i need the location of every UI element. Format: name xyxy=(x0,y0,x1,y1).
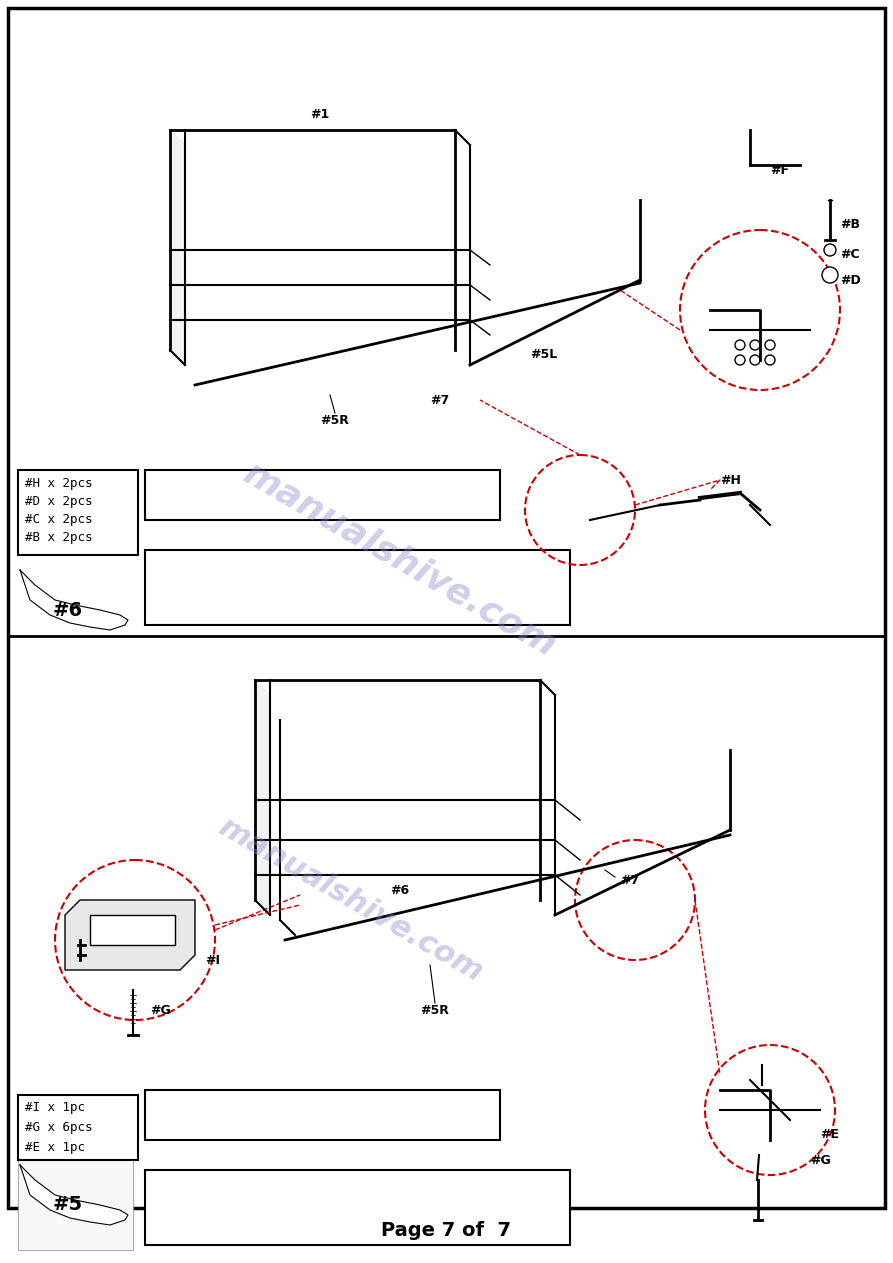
Text: #B x 2pcs: #B x 2pcs xyxy=(25,532,93,544)
Bar xyxy=(145,549,570,625)
Text: #6: #6 xyxy=(53,600,83,619)
Text: #5R: #5R xyxy=(321,413,349,427)
Circle shape xyxy=(750,340,760,350)
Text: #C x 2pcs: #C x 2pcs xyxy=(25,514,93,527)
Bar xyxy=(18,1154,133,1250)
Bar xyxy=(145,1090,500,1140)
Text: #I x 1pc: #I x 1pc xyxy=(25,1101,85,1114)
Circle shape xyxy=(750,355,760,365)
Bar xyxy=(18,470,138,554)
Text: #G: #G xyxy=(810,1153,830,1167)
Circle shape xyxy=(765,355,775,365)
Text: #6: #6 xyxy=(390,884,410,897)
Text: #5L: #5L xyxy=(530,349,557,361)
Text: #7: #7 xyxy=(620,874,639,887)
Text: #G: #G xyxy=(150,1004,171,1017)
Text: #H x 2pcs: #H x 2pcs xyxy=(25,477,93,490)
Text: #1: #1 xyxy=(311,109,330,121)
Circle shape xyxy=(824,244,836,256)
Text: #7: #7 xyxy=(430,394,449,407)
Polygon shape xyxy=(20,570,128,630)
Text: #C: #C xyxy=(840,249,860,261)
Text: manualshive.com: manualshive.com xyxy=(238,456,563,663)
Text: #I: #I xyxy=(205,954,220,966)
Polygon shape xyxy=(65,901,195,970)
Text: Page 7 of  7: Page 7 of 7 xyxy=(381,1220,511,1239)
Circle shape xyxy=(735,355,745,365)
Text: #F: #F xyxy=(771,163,789,177)
Text: #5R: #5R xyxy=(421,1004,449,1017)
Polygon shape xyxy=(255,679,270,914)
Text: #G x 6pcs: #G x 6pcs xyxy=(25,1122,93,1134)
Text: #D: #D xyxy=(840,274,861,287)
Text: manualshive.com: manualshive.com xyxy=(213,812,488,988)
Polygon shape xyxy=(170,130,185,365)
Circle shape xyxy=(822,266,838,283)
Circle shape xyxy=(765,340,775,350)
Text: #E x 1pc: #E x 1pc xyxy=(25,1142,85,1154)
Bar xyxy=(145,1170,570,1245)
Text: #H: #H xyxy=(720,474,741,486)
Text: #5: #5 xyxy=(53,1196,83,1215)
Bar xyxy=(90,914,175,945)
Polygon shape xyxy=(20,1164,128,1225)
Text: #B: #B xyxy=(840,218,860,231)
Bar xyxy=(145,470,500,520)
Text: #E: #E xyxy=(820,1129,839,1142)
Text: #D x 2pcs: #D x 2pcs xyxy=(25,495,93,509)
Circle shape xyxy=(735,340,745,350)
Bar xyxy=(18,1095,138,1159)
